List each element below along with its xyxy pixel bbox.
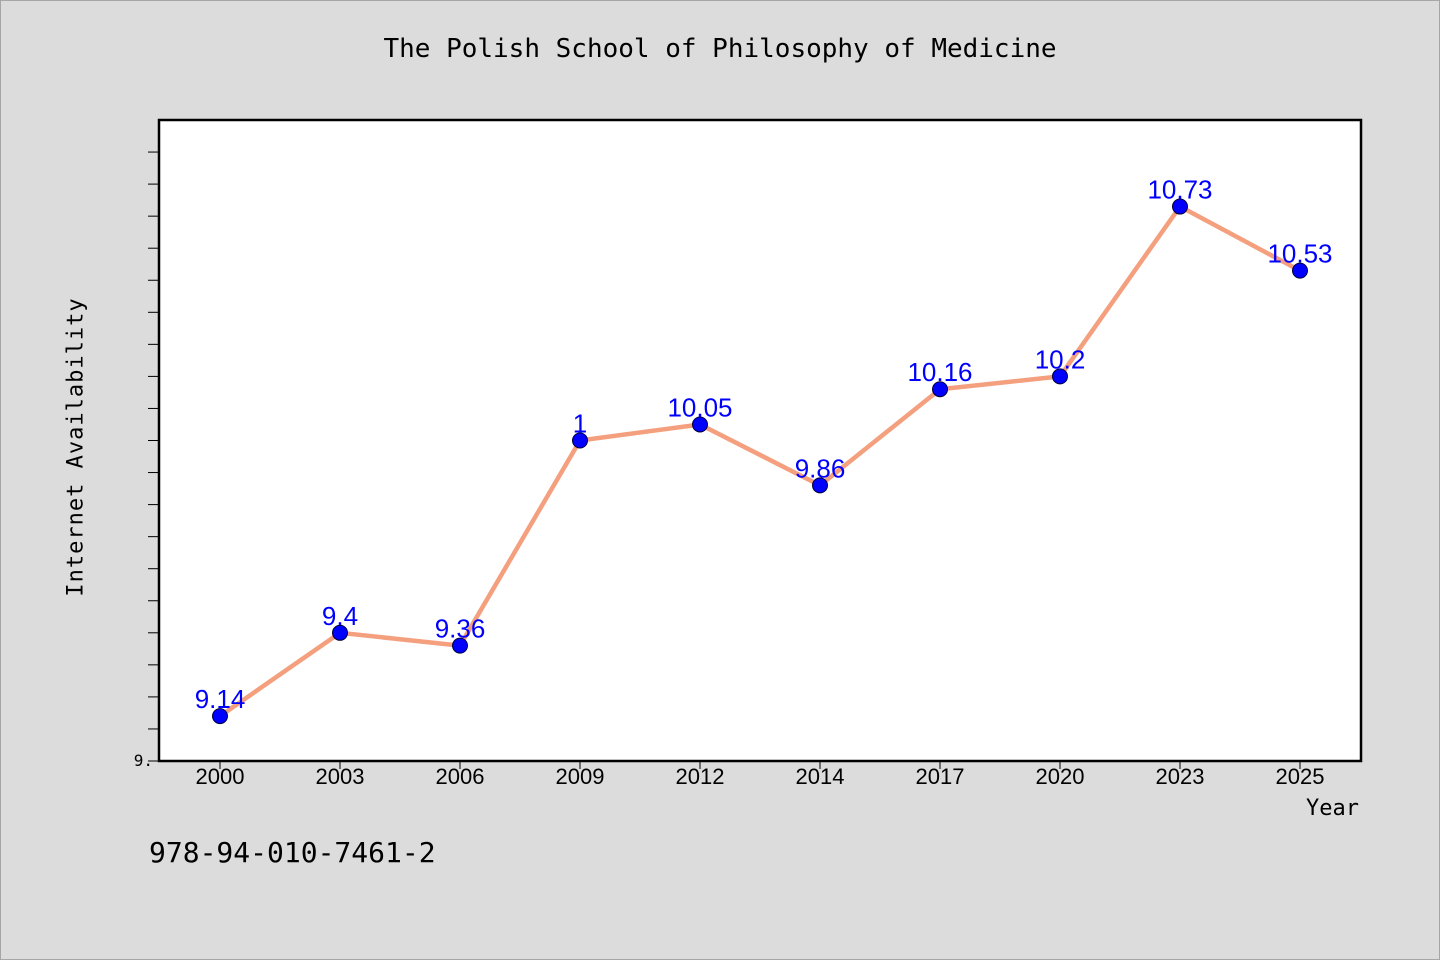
data-point (1292, 262, 1308, 279)
data-label: 10.73 (1147, 175, 1212, 205)
data-point (692, 416, 708, 433)
isbn-text: 978-94-010-7461-2 (149, 836, 436, 869)
data-label: 9.14 (195, 684, 246, 714)
data-point (1172, 198, 1188, 215)
data-label: 9.4 (322, 601, 358, 631)
data-label: 10.16 (907, 357, 972, 387)
data-label: 1 (573, 409, 587, 439)
data-point (452, 637, 468, 654)
data-point (332, 624, 348, 641)
x-tick-label: 2023 (1156, 764, 1205, 789)
x-tick-label: 2025 (1276, 764, 1325, 789)
data-label: 10.2 (1035, 344, 1086, 374)
data-point (1052, 368, 1068, 385)
plot-area (157, 118, 1363, 763)
x-tick-label: 2017 (916, 764, 965, 789)
x-tick-label: 2000 (196, 764, 245, 789)
data-label: 10.05 (667, 392, 732, 422)
data-label: 9.36 (435, 614, 486, 644)
y-tick-label: 9. (134, 751, 153, 770)
data-point (932, 381, 948, 398)
data-point (212, 708, 228, 725)
x-tick-label: 2020 (1036, 764, 1085, 789)
data-point (572, 432, 588, 449)
x-tick-label: 2014 (796, 764, 845, 789)
x-tick-label: 2012 (676, 764, 725, 789)
data-label: 10.53 (1267, 239, 1332, 269)
data-label: 9.86 (795, 453, 846, 483)
data-point (812, 477, 828, 494)
x-tick-label: 2009 (556, 764, 605, 789)
x-axis-label: Year (1306, 796, 1359, 821)
x-tick-label: 2003 (316, 764, 365, 789)
chart-title: The Polish School of Philosophy of Medic… (383, 34, 1057, 64)
series-line (217, 204, 1303, 719)
x-tick-label: 2006 (436, 764, 485, 789)
